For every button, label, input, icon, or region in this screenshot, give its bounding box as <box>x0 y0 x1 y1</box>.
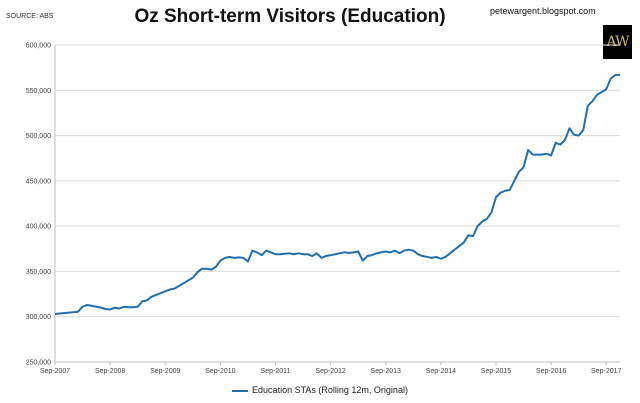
series-line-education-stas <box>54 73 620 315</box>
y-axis-ticks: 250,000 300,000 350,000 400,000 450,000 500,0… <box>26 43 51 367</box>
y-tick-label: 550,000 <box>26 88 51 95</box>
series-layer <box>54 73 620 315</box>
x-tick-label: Sep-2015 <box>481 368 511 375</box>
x-tick-label: Sep-2011 <box>261 368 291 375</box>
x-tick-label: Sep-2012 <box>315 368 345 375</box>
gridlines <box>55 44 620 363</box>
x-tick-label: Sep-2014 <box>426 368 456 375</box>
x-axis-ticks: Sep-2007 Sep-2008 Sep-2009 Sep-2010 Sep-2011… <box>40 362 622 375</box>
legend-label: Education STAs (Rolling 12m, Original) <box>252 385 408 395</box>
y-tick-label: 250,000 <box>26 360 51 367</box>
y-tick-label: 300,000 <box>26 314 51 321</box>
x-tick-label: Sep-2016 <box>536 368 566 375</box>
website-label: petewargent.blogspot.com <box>490 6 596 16</box>
y-tick-label: 450,000 <box>26 178 51 185</box>
x-tick-label: Sep-2017 <box>591 368 621 375</box>
x-tick-label: Sep-2010 <box>205 368 235 375</box>
x-tick-label: Sep-2008 <box>95 368 125 375</box>
y-tick-label: 400,000 <box>26 224 51 231</box>
logo: AW <box>603 25 632 59</box>
y-tick-label: 600,000 <box>26 43 51 50</box>
axes <box>54 45 620 363</box>
x-tick-label: Sep-2009 <box>150 368 180 375</box>
chart-title: Oz Short-term Visitors (Education) <box>134 6 446 27</box>
y-tick-label: 500,000 <box>26 133 51 140</box>
x-tick-label: Sep-2013 <box>371 368 401 375</box>
legend: Education STAs (Rolling 12m, Original) <box>0 385 640 395</box>
y-tick-label: 350,000 <box>26 269 51 276</box>
source-label: SOURCE: ABS <box>6 13 54 20</box>
legend-swatch <box>232 389 249 392</box>
x-tick-label: Sep-2007 <box>40 368 70 375</box>
